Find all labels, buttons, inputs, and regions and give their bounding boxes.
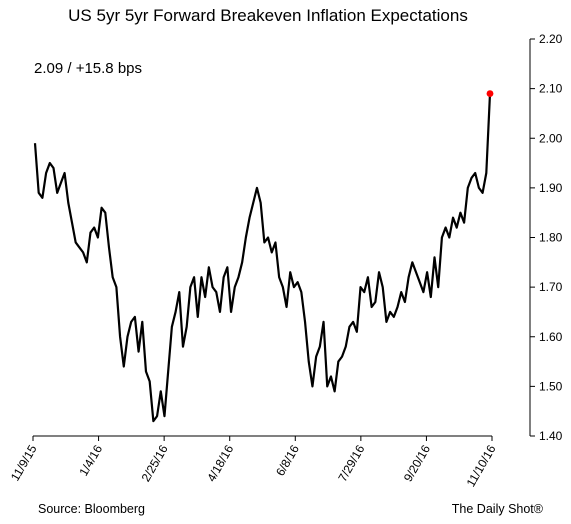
y-tick-label: 1.70 — [539, 280, 563, 294]
y-tick-label: 1.60 — [539, 330, 563, 344]
x-tick-label: 11/9/15 — [8, 442, 40, 483]
x-axis-ticks: 11/9/15 1/4/16 2/25/16 4/18/16 6/8/16 7/29/16… — [8, 436, 499, 489]
series-line — [33, 93, 492, 423]
x-tick-label: 6/8/16 — [273, 442, 302, 478]
source-label: Source: Bloomberg — [38, 502, 145, 516]
y-tick-label: 2.00 — [539, 131, 563, 145]
chart-title: US 5yr 5yr Forward Breakeven Inflation E… — [68, 6, 468, 25]
y-tick-label: 2.20 — [539, 32, 563, 46]
x-tick-label: 1/4/16 — [76, 442, 105, 478]
y-tick-label: 1.50 — [539, 379, 563, 393]
y-tick-label: 1.80 — [539, 231, 563, 245]
axes: 2.20 2.10 2.00 1.90 1.80 1.70 1.60 1.50 1.40 11/… — [8, 32, 563, 489]
x-tick-label: 11/10/16 — [464, 442, 499, 489]
y-tick-label: 1.90 — [539, 181, 563, 195]
credit-label: The Daily Shot® — [452, 502, 544, 516]
x-tick-label: 2/25/16 — [139, 442, 171, 484]
x-tick-label: 4/18/16 — [204, 442, 236, 484]
y-tick-label: 2.10 — [539, 82, 563, 96]
latest-value-marker — [486, 90, 494, 97]
x-tick-label: 7/29/16 — [335, 442, 367, 484]
y-axis-ticks: 2.20 2.10 2.00 1.90 1.80 1.70 1.60 1.50 1.40 — [530, 32, 563, 443]
y-tick-label: 1.40 — [539, 429, 563, 443]
x-tick-label: 9/20/16 — [401, 442, 433, 484]
value-change-annotation: 2.09 / +15.8 bps — [34, 60, 142, 77]
